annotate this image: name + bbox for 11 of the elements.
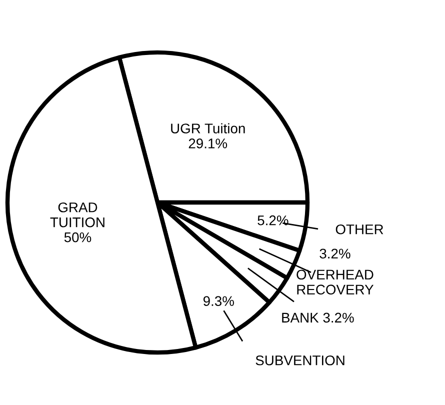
slice-label: SUBVENTION [256,355,344,366]
slice-label: BANK 3.2% [282,312,354,323]
data-label: 50% [64,232,92,242]
data-label: 3.2% [320,248,350,259]
slice-label: UGR Tuition [171,123,245,134]
data-label: 5.2% [258,215,288,226]
slice-label: OVERHEAD RECOVERY [296,270,374,295]
data-label: 9.3% [203,296,234,306]
legend-label: OTHER [336,224,384,234]
slice-label: GRAD TUITION [50,202,104,228]
data-label: 29.1% [188,138,228,148]
